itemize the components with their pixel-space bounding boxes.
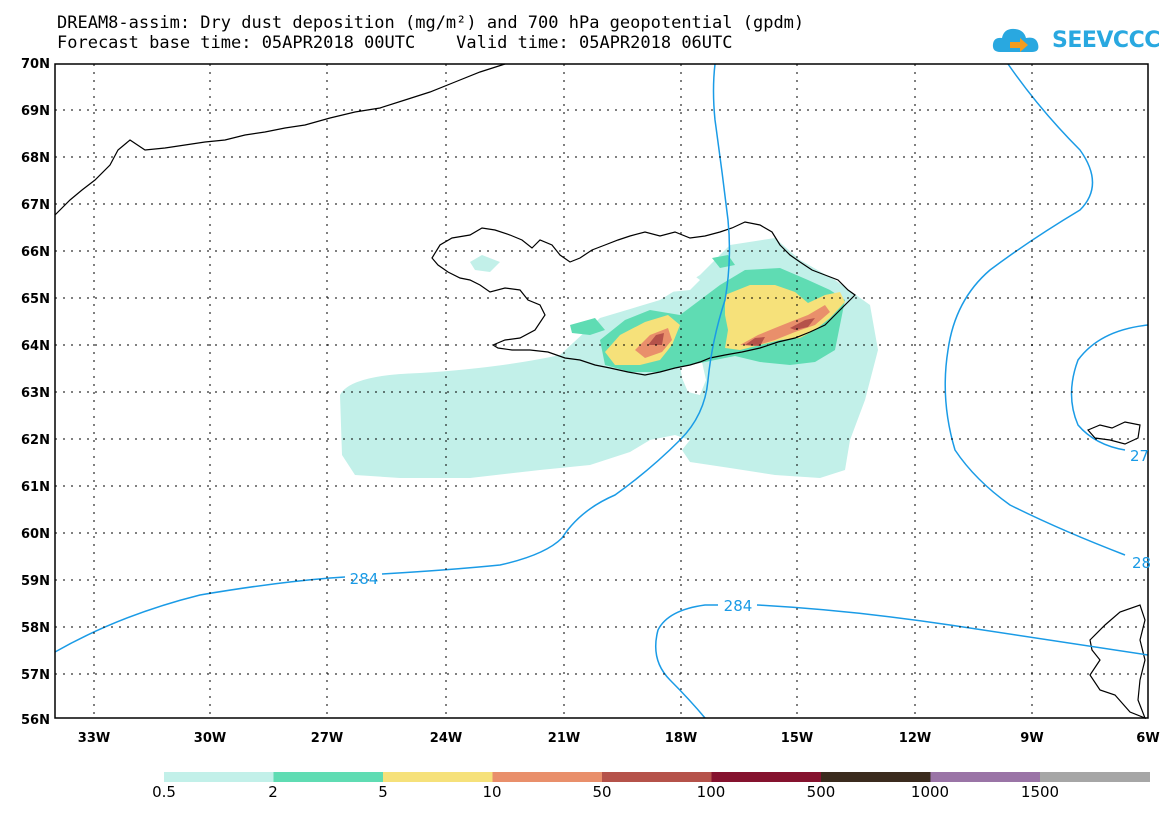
lon-label: 6W	[1136, 731, 1159, 746]
colorbar-swatch	[383, 772, 493, 782]
scotland-coastline	[1089, 604, 1147, 720]
colorbar-swatch	[492, 772, 603, 782]
lat-label: 56N	[21, 713, 50, 728]
colorbar-swatch	[602, 772, 712, 782]
colorbar-label: 2	[268, 783, 278, 801]
lat-label: 69N	[21, 104, 50, 119]
lat-label: 70N	[21, 57, 50, 72]
colorbar-label: 5	[378, 783, 388, 801]
iceland-coastline	[431, 221, 856, 376]
lon-label: 24W	[430, 731, 462, 746]
greenland-coastline	[54, 63, 506, 216]
lat-label: 62N	[21, 433, 50, 448]
lat-label: 64N	[21, 339, 50, 354]
lon-label: 27W	[311, 731, 343, 746]
lat-label: 59N	[21, 574, 50, 589]
faroe-islands	[1086, 421, 1141, 445]
geopotential-contours	[54, 63, 1149, 719]
lat-label: 61N	[21, 480, 50, 495]
lon-label: 12W	[899, 731, 931, 746]
colorbar-swatch	[164, 772, 274, 782]
colorbar-label: 50	[592, 783, 612, 801]
lon-labels: 33W 30W 27W 24W 21W 18W 15W 12W 9W 6W	[78, 731, 1160, 746]
contour-label: 27	[1130, 447, 1149, 465]
lon-label: 30W	[194, 731, 226, 746]
colorbar-label: 1000	[910, 783, 950, 801]
colorbar-label: 0.5	[152, 783, 176, 801]
colorbar-label: 1500	[1020, 783, 1060, 801]
colorbar-swatch	[273, 772, 384, 782]
lat-label: 68N	[21, 151, 50, 166]
lat-label: 67N	[21, 198, 50, 213]
contour-label: 284	[350, 570, 379, 588]
lat-label: 58N	[21, 621, 50, 636]
lat-labels: 70N 69N 68N 67N 66N 65N 64N 63N 62N 61N …	[21, 57, 50, 728]
colorbar-swatch	[711, 772, 822, 782]
seevccc-logo	[990, 20, 1140, 60]
colorbar-label: 10	[482, 783, 502, 801]
colorbar-swatch	[821, 772, 931, 782]
lat-label: 60N	[21, 527, 50, 542]
lat-label: 65N	[21, 292, 50, 307]
lat-label: 57N	[21, 668, 50, 683]
colorbar-swatch	[1040, 772, 1150, 782]
lon-label: 21W	[548, 731, 580, 746]
lon-label: 15W	[781, 731, 813, 746]
logo-text: SEEVCCC	[1052, 28, 1160, 53]
contour-labels: 284 284 27 28	[350, 447, 1151, 615]
lat-label: 66N	[21, 245, 50, 260]
map-title: DREAM8-assim: Dry dust deposition (mg/m²…	[57, 13, 805, 33]
dust-layer-5	[605, 285, 845, 365]
dust-layer-50	[648, 318, 815, 346]
cloud-icon	[992, 28, 1039, 52]
contour-label: 28	[1132, 554, 1151, 572]
map-subtitle: Forecast base time: 05APR2018 00UTC Vali…	[57, 33, 733, 53]
contour-label: 284	[724, 597, 753, 615]
map-frame	[54, 63, 1149, 719]
lon-label: 9W	[1020, 731, 1043, 746]
colorbar-label: 500	[806, 783, 836, 801]
lon-label: 18W	[665, 731, 697, 746]
lon-label: 33W	[78, 731, 110, 746]
colorbar-swatch	[930, 772, 1041, 782]
lat-label: 63N	[21, 386, 50, 401]
colorbar-label: 100	[696, 783, 726, 801]
